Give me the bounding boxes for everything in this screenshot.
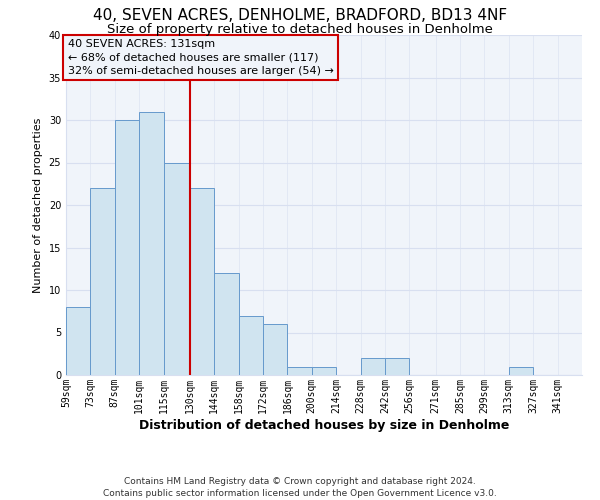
Bar	[312, 366, 336, 375]
Bar	[164, 162, 190, 375]
X-axis label: Distribution of detached houses by size in Denholme: Distribution of detached houses by size …	[139, 418, 509, 432]
Text: 40, SEVEN ACRES, DENHOLME, BRADFORD, BD13 4NF: 40, SEVEN ACRES, DENHOLME, BRADFORD, BD1…	[93, 8, 507, 22]
Bar	[509, 366, 533, 375]
Text: Size of property relative to detached houses in Denholme: Size of property relative to detached ho…	[107, 22, 493, 36]
Bar	[115, 120, 139, 375]
Y-axis label: Number of detached properties: Number of detached properties	[33, 118, 43, 292]
Bar	[139, 112, 164, 375]
Bar	[91, 188, 115, 375]
Bar	[214, 273, 239, 375]
Bar	[190, 188, 214, 375]
Bar	[361, 358, 385, 375]
Bar	[263, 324, 287, 375]
Bar	[287, 366, 312, 375]
Bar	[385, 358, 409, 375]
Bar	[239, 316, 263, 375]
Text: Contains HM Land Registry data © Crown copyright and database right 2024.
Contai: Contains HM Land Registry data © Crown c…	[103, 476, 497, 498]
Text: 40 SEVEN ACRES: 131sqm
← 68% of detached houses are smaller (117)
32% of semi-de: 40 SEVEN ACRES: 131sqm ← 68% of detached…	[68, 40, 334, 76]
Bar	[66, 307, 91, 375]
